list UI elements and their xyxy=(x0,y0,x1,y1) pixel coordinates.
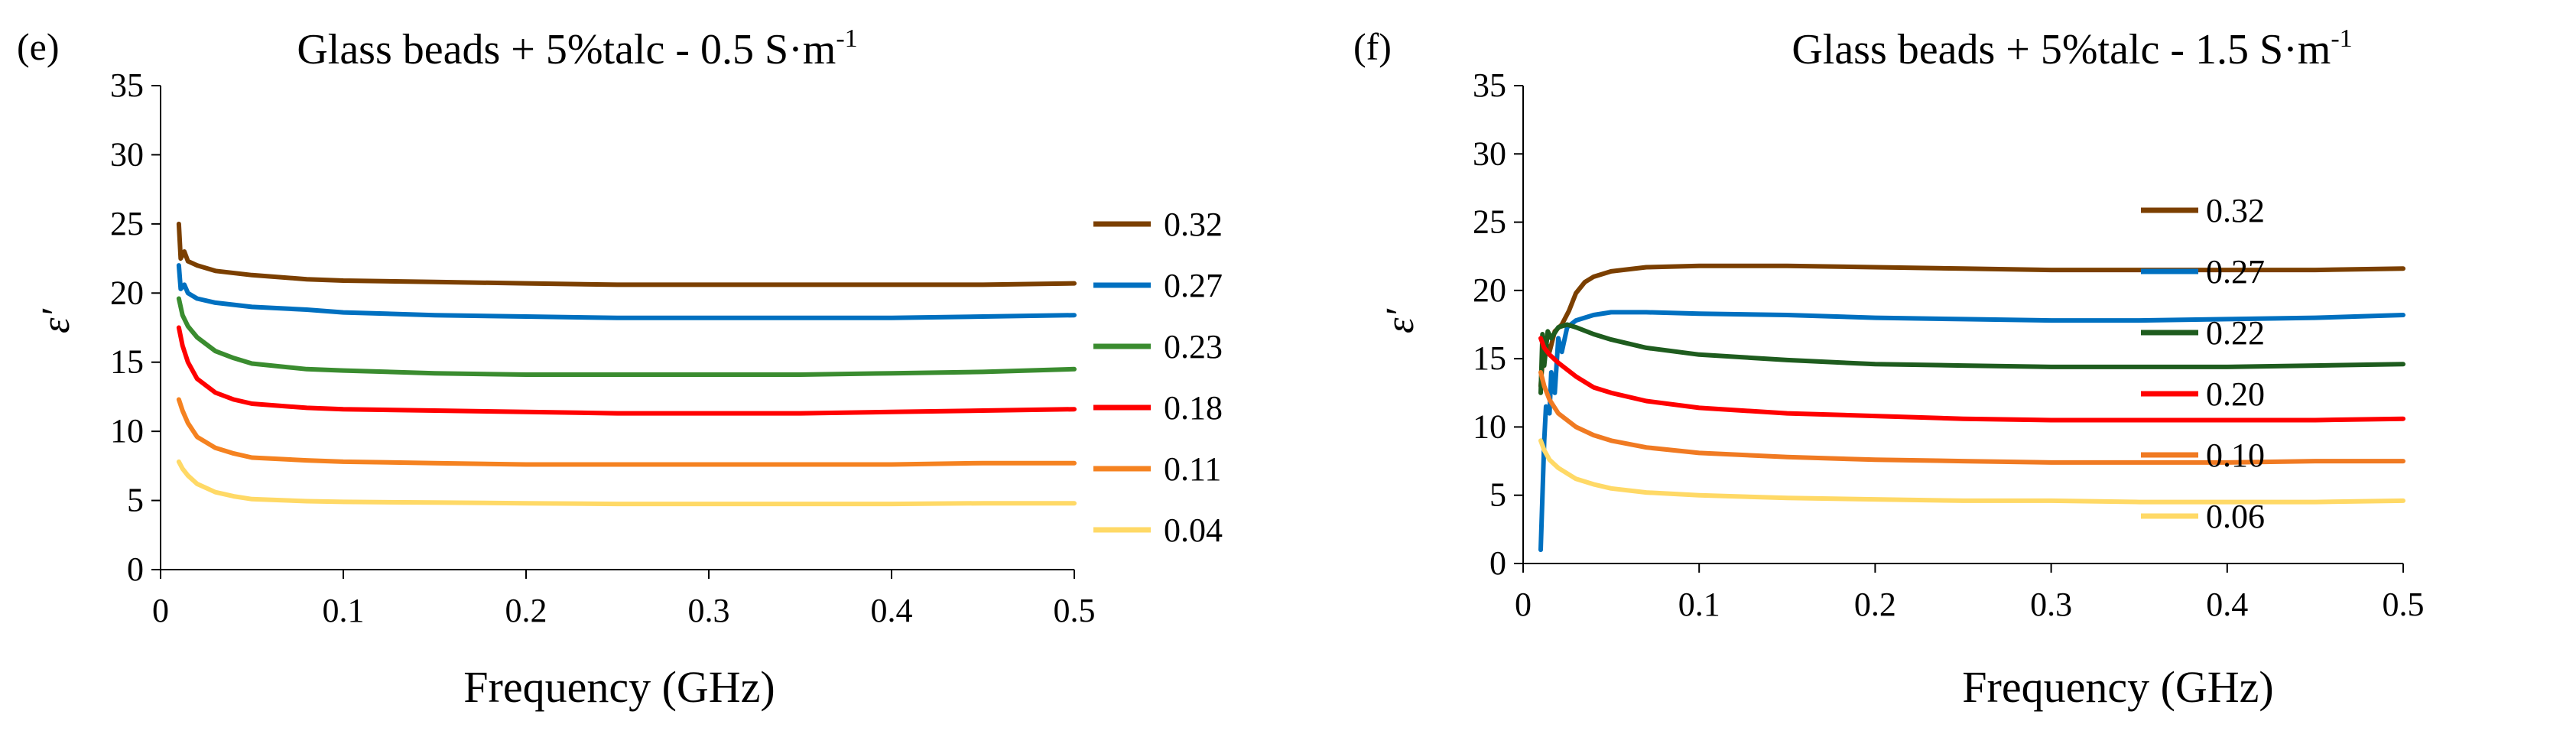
chart-svg-f: (f) Glass beads + 5%talc - 1.5 S·m-1 Fre… xyxy=(1353,24,2425,712)
series-line-0.20 xyxy=(1538,336,2405,423)
x-tick-label: 0.5 xyxy=(2383,586,2425,623)
panel-label: (f) xyxy=(1353,25,1392,68)
plot-area: 0 5 10 15 20 25 30 35 0 0.1 0.2 0.3 0.4 0.5 0.32 0.27 0.… xyxy=(1473,67,2425,623)
chart-panel-f: (f) Glass beads + 5%talc - 1.5 S·m-1 Fre… xyxy=(1292,0,2576,734)
chart-title-superscript: -1 xyxy=(2331,24,2352,53)
legend-label: 0.23 xyxy=(1164,328,1223,365)
y-axis-label: ε′ xyxy=(1379,307,1422,333)
y-tick-label: 30 xyxy=(1473,135,1506,172)
y-tick-label: 35 xyxy=(110,67,144,104)
x-tick-label: 0.5 xyxy=(1054,592,1096,629)
y-tick-label: 30 xyxy=(110,135,144,173)
series-line-0.27 xyxy=(1538,310,2405,553)
series-line-0.06 xyxy=(1538,438,2405,505)
chart-title: Glass beads + 5%talc - 1.5 S·m-1 xyxy=(1792,24,2352,73)
legend-label: 0.20 xyxy=(2206,375,2265,413)
y-tick-label: 25 xyxy=(1473,203,1506,241)
legend-label: 0.06 xyxy=(2206,498,2265,535)
x-tick-label: 0.4 xyxy=(871,592,913,629)
legend-label: 0.04 xyxy=(1164,512,1223,549)
chart-title-main: Glass beads + 5%talc - 0.5 S·m xyxy=(297,26,836,73)
y-tick-label: 0 xyxy=(1489,544,1506,582)
series-line-0.22 xyxy=(1538,322,2405,395)
y-tick-label: 20 xyxy=(110,274,144,311)
x-tick-label: 0.4 xyxy=(2206,586,2248,623)
x-tick-label: 0.2 xyxy=(1854,586,1896,623)
x-axis-label: Frequency (GHz) xyxy=(463,662,775,712)
chart-svg-e: (e) Glass beads + 5%talc - 0.5 S·m-1 Fre… xyxy=(17,24,1223,712)
x-tick-label: 0.3 xyxy=(2030,586,2072,623)
x-tick-label: 0.3 xyxy=(688,592,730,629)
x-tick-label: 0 xyxy=(1515,586,1532,623)
x-tick-label: 0 xyxy=(152,592,169,629)
series-line-0.11 xyxy=(176,397,1077,467)
chart-title-main: Glass beads + 5%talc - 1.5 S·m xyxy=(1792,26,2331,73)
x-axis-label: Frequency (GHz) xyxy=(1962,662,2273,712)
x-tick-label: 0.2 xyxy=(505,592,547,629)
legend-label: 0.22 xyxy=(2206,314,2265,352)
y-tick-label: 10 xyxy=(110,412,144,450)
y-tick-label: 35 xyxy=(1473,67,1506,104)
series-line-0.18 xyxy=(176,325,1077,416)
y-axis-label: ε′ xyxy=(34,307,78,333)
y-tick-label: 25 xyxy=(110,205,144,242)
y-tick-label: 10 xyxy=(1473,408,1506,445)
legend-label: 0.32 xyxy=(1164,206,1223,243)
x-tick-label: 0.1 xyxy=(323,592,365,629)
y-tick-label: 15 xyxy=(110,343,144,381)
chart-panel-e: (e) Glass beads + 5%talc - 0.5 S·m-1 Fre… xyxy=(17,24,1223,712)
legend-label: 0.18 xyxy=(1164,389,1223,427)
y-tick-label: 20 xyxy=(1473,271,1506,309)
y-tick-label: 5 xyxy=(127,482,144,519)
y-tick-label: 0 xyxy=(127,550,144,588)
chart-title-superscript: -1 xyxy=(836,24,857,53)
legend-label: 0.11 xyxy=(1164,450,1221,488)
legend-label: 0.32 xyxy=(2206,192,2265,229)
series-line-0.10 xyxy=(1538,370,2405,465)
plot-area: 0 5 10 15 20 25 30 35 0 0.1 0.2 0.3 0.4 0.5 0.32 0.27 0.… xyxy=(110,67,1223,629)
x-tick-label: 0.1 xyxy=(1678,586,1720,623)
y-tick-label: 15 xyxy=(1473,339,1506,377)
legend-label: 0.27 xyxy=(2206,253,2265,291)
panel-label: (e) xyxy=(17,25,60,68)
legend-label: 0.10 xyxy=(2206,437,2265,474)
series-line-0.23 xyxy=(176,296,1077,377)
y-tick-label: 5 xyxy=(1489,476,1506,514)
series-line-0.27 xyxy=(176,263,1077,320)
chart-title: Glass beads + 5%talc - 0.5 S·m-1 xyxy=(297,24,857,73)
legend-label: 0.27 xyxy=(1164,267,1223,304)
series-line-0.32 xyxy=(176,221,1077,287)
series-line-0.04 xyxy=(176,459,1077,507)
